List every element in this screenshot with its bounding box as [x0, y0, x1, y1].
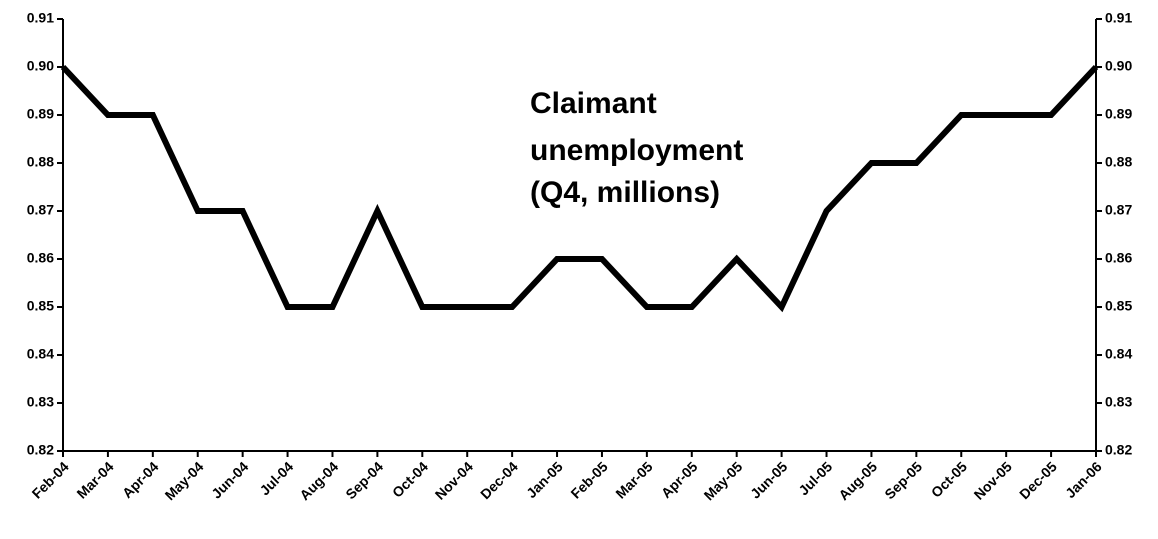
- x-tick-label: Feb-05: [567, 458, 610, 501]
- x-tick-label: Apr-05: [658, 458, 701, 501]
- y-tick-label: 0.88: [27, 154, 54, 170]
- x-tick-label: Oct-04: [389, 458, 431, 500]
- y-tick-label: 0.84: [27, 346, 54, 362]
- y-tick-label: 0.87: [27, 202, 54, 218]
- x-tick-label: Jul-05: [795, 458, 835, 498]
- x-tick-label: Apr-04: [119, 458, 162, 501]
- y2-tick-label: 0.89: [1105, 106, 1132, 122]
- y-tick-label: 0.85: [27, 298, 54, 314]
- x-tick-label: Mar-05: [612, 458, 655, 501]
- annotation: (Q4, millions): [530, 176, 720, 209]
- y2-tick-label: 0.84: [1105, 346, 1132, 362]
- x-tick-label: Aug-04: [296, 458, 341, 503]
- y-tick-label: 0.83: [27, 394, 54, 410]
- y2-tick-label: 0.82: [1105, 442, 1132, 458]
- annotation: Claimant: [530, 87, 657, 120]
- x-tick-label: Jul-04: [256, 458, 296, 498]
- x-tick-label: Dec-04: [477, 458, 521, 502]
- y2-tick-label: 0.90: [1105, 58, 1132, 74]
- y2-tick-label: 0.83: [1105, 394, 1132, 410]
- x-tick-label: Nov-04: [432, 458, 476, 502]
- y-tick-label: 0.90: [27, 58, 54, 74]
- y-tick-label: 0.91: [27, 10, 54, 26]
- x-tick-label: Sep-05: [881, 458, 925, 502]
- x-tick-label: Dec-05: [1016, 458, 1060, 502]
- y-tick-label: 0.89: [27, 106, 54, 122]
- x-tick-label: Mar-04: [73, 458, 116, 501]
- y2-tick-label: 0.88: [1105, 154, 1132, 170]
- y2-tick-label: 0.85: [1105, 298, 1132, 314]
- x-tick-label: May-04: [162, 458, 207, 503]
- x-tick-label: Nov-05: [971, 458, 1015, 502]
- y2-tick-label: 0.87: [1105, 202, 1132, 218]
- x-tick-label: Feb-04: [29, 458, 72, 501]
- annotation: unemployment: [530, 134, 743, 167]
- x-tick-label: Aug-05: [835, 458, 880, 503]
- x-tick-label: Oct-05: [928, 458, 970, 500]
- x-tick-label: Jun-05: [747, 458, 790, 501]
- x-tick-label: May-05: [701, 458, 746, 503]
- y-tick-label: 0.82: [27, 442, 54, 458]
- line: [60, 64, 1099, 313]
- y2-tick-label: 0.91: [1105, 10, 1132, 26]
- x-tick-label: Jan-06: [1062, 458, 1105, 501]
- y-tick-label: 0.86: [27, 250, 54, 266]
- y2-tick-label: 0.86: [1105, 250, 1132, 266]
- x-tick-label: Jan-05: [523, 458, 566, 501]
- x-tick-label: Jun-04: [208, 458, 251, 501]
- x-tick-label: Sep-04: [342, 458, 386, 502]
